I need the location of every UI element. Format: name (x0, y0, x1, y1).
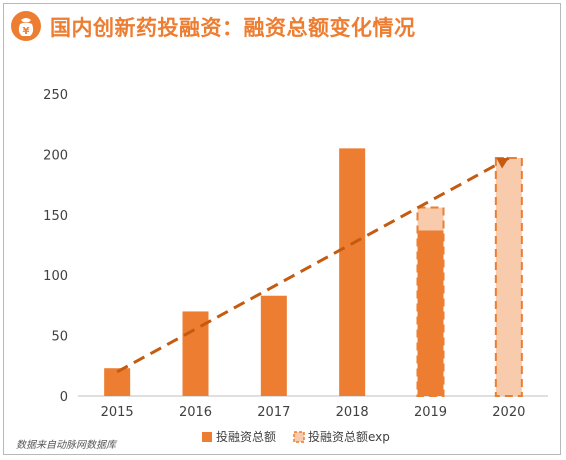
chart-header: ¥ 国内创新药投融资：融资总额变化情况 (4, 6, 560, 46)
bar-actual (339, 148, 366, 396)
x-tick-label: 2016 (179, 405, 212, 420)
y-tick-label: 100 (43, 269, 68, 284)
legend-label-exp: 投融资总额exp (308, 429, 390, 444)
x-tick-label: 2018 (336, 405, 369, 420)
page-title: 国内创新药投融资：融资总额变化情况 (50, 16, 416, 40)
money-bag-yen-icon: ¥ (11, 11, 41, 41)
y-tick-label: 0 (60, 390, 68, 405)
yen-glyph: ¥ (23, 26, 30, 37)
bar-exp (494, 157, 523, 397)
legend-swatch-exp (293, 431, 305, 443)
bar-actual (260, 295, 287, 396)
bar-actual (417, 230, 444, 396)
y-tick-label: 50 (51, 330, 68, 345)
y-tick-label: 200 (43, 148, 68, 163)
source-note: 数据来自动脉网数据库 (16, 440, 116, 451)
x-tick-label: 2017 (257, 405, 290, 420)
legend-swatch-actual (202, 432, 212, 442)
x-tick-label: 2019 (414, 405, 447, 420)
y-tick-label: 250 (43, 88, 68, 103)
x-tick-label: 2020 (492, 405, 525, 420)
legend-label-actual: 投融资总额 (216, 429, 276, 444)
bar-actual (104, 368, 131, 396)
y-tick-label: 150 (43, 209, 68, 224)
trend-line (116, 156, 510, 374)
trend-arrow-head (496, 158, 509, 169)
x-tick-label: 2015 (101, 405, 134, 420)
